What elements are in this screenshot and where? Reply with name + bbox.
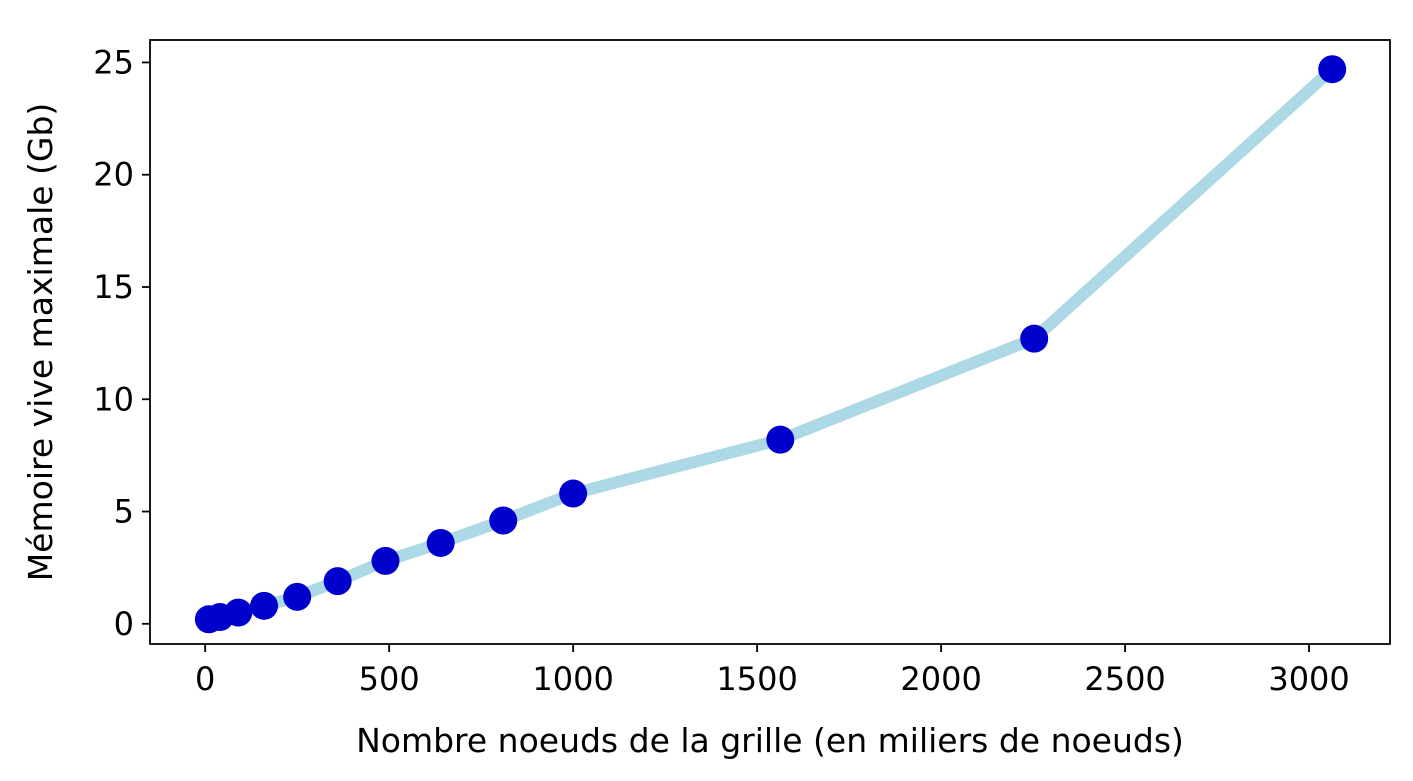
y-axis: 0 5 10 15 20 25 xyxy=(93,43,150,643)
x-tick-label: 3000 xyxy=(1268,660,1349,698)
marker-layer xyxy=(194,55,1347,634)
y-tick-label: 0 xyxy=(114,605,134,643)
data-point xyxy=(371,546,400,575)
data-point xyxy=(283,582,312,611)
y-tick-label: 25 xyxy=(93,43,134,81)
data-point xyxy=(766,425,795,454)
y-axis-label: Mémoire vive maximale (Gb) xyxy=(21,103,60,582)
data-point xyxy=(250,591,279,620)
x-tick-label: 2000 xyxy=(900,660,981,698)
x-axis: 0 500 1000 1500 2000 2500 3000 xyxy=(195,644,1350,698)
x-axis-label: Nombre noeuds de la grille (en miliers d… xyxy=(356,721,1184,760)
data-point xyxy=(1020,324,1049,353)
x-tick-label: 1500 xyxy=(716,660,797,698)
x-tick-label: 500 xyxy=(359,660,420,698)
data-point xyxy=(323,567,352,596)
data-point xyxy=(224,598,253,627)
y-tick-label: 15 xyxy=(93,268,134,306)
y-tick-label: 20 xyxy=(93,156,134,194)
plot-background xyxy=(150,40,1390,644)
y-tick-label: 5 xyxy=(114,493,134,531)
plot-frame xyxy=(149,39,1391,645)
x-tick-label: 1000 xyxy=(532,660,613,698)
x-tick-label: 2500 xyxy=(1084,660,1165,698)
data-point xyxy=(489,506,518,535)
data-point xyxy=(559,479,588,508)
x-tick-label: 0 xyxy=(195,660,215,698)
y-tick-label: 10 xyxy=(93,380,134,418)
data-point xyxy=(1318,55,1347,84)
data-point xyxy=(426,528,455,557)
